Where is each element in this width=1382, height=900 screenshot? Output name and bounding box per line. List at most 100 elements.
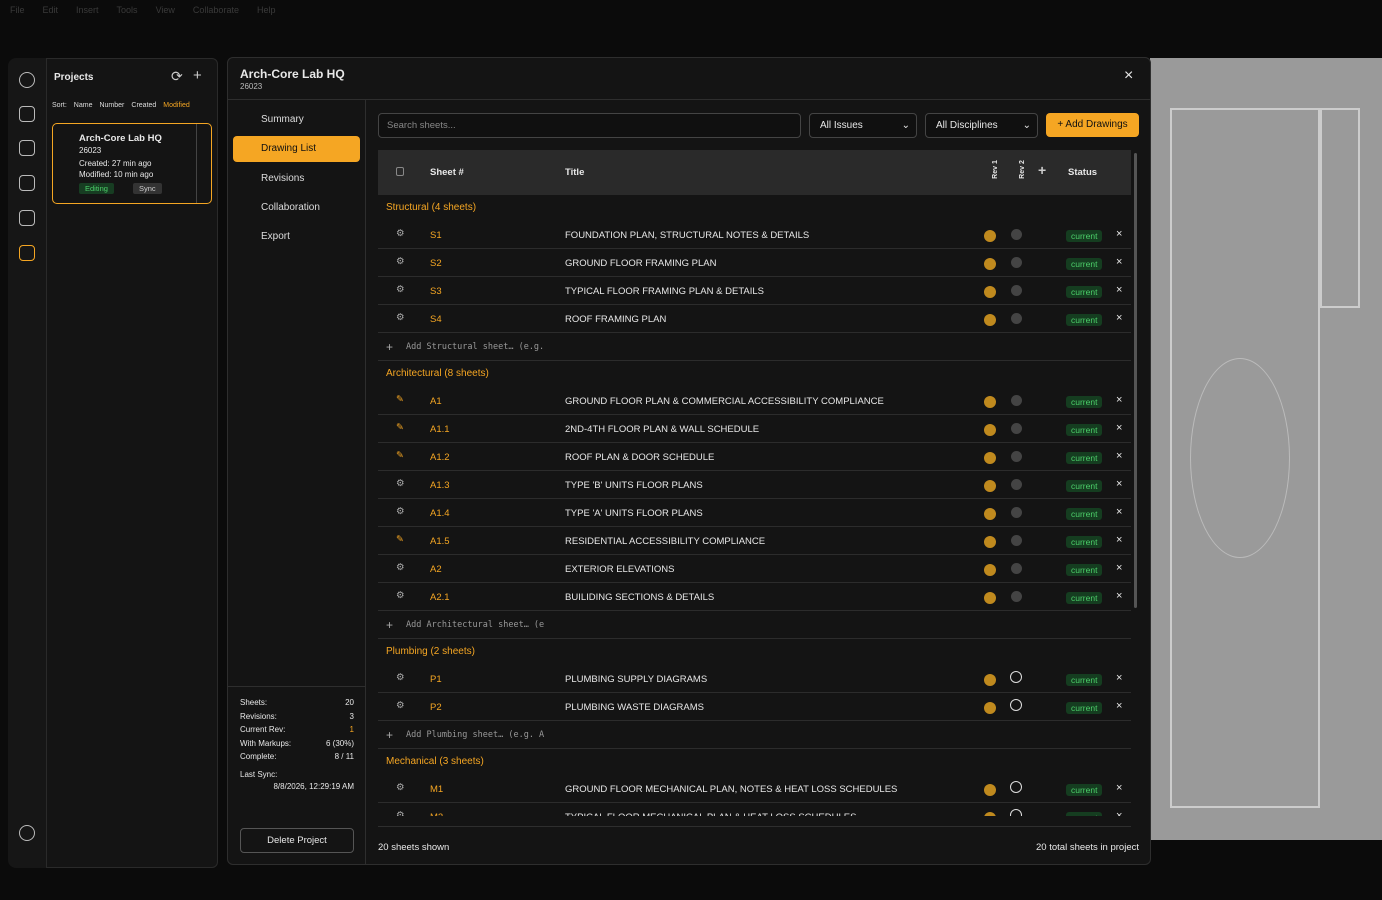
project-card[interactable]: Arch-Core Lab HQ 26023 Created: 27 min a… [52, 123, 212, 204]
sheet-row[interactable]: ⚙ M1 GROUND FLOOR MECHANICAL PLAN, NOTES &… [378, 775, 1131, 803]
row-icon[interactable]: ⚙ [396, 590, 405, 601]
sort-option[interactable]: Number [99, 102, 125, 109]
back-icon[interactable] [19, 72, 35, 88]
sheet-row[interactable]: ⚙ A2.1 BUILIDING SECTIONS & DETAILS current… [378, 583, 1131, 611]
nav-item[interactable]: Revisions [261, 172, 305, 184]
add-row[interactable]: + Add Architectural sheet… (e [378, 611, 1131, 639]
rev1[interactable] [984, 424, 996, 436]
sheet-row[interactable]: ⚙ A2 EXTERIOR ELEVATIONS current × [378, 555, 1131, 583]
rev1[interactable] [984, 592, 996, 604]
sheet-row[interactable]: ⚙ A1.3 TYPE 'B' UNITS FLOOR PLANS current × [378, 471, 1131, 499]
icon[interactable] [19, 140, 35, 156]
rev1[interactable] [984, 258, 996, 270]
rev2[interactable] [1010, 699, 1022, 711]
remove[interactable]: × [1116, 312, 1123, 324]
sheet-row[interactable]: ⚙ P2 PLUMBING WASTE DIAGRAMS current × [378, 693, 1131, 721]
menu-item[interactable]: Tools [116, 5, 138, 15]
menu-item[interactable]: Collaborate [192, 5, 239, 15]
menu-item[interactable]: Insert [76, 5, 99, 15]
filter[interactable]: All Disciplines ⌄ [925, 113, 1038, 138]
sheet-row[interactable]: ✎ A1 GROUND FLOOR PLAN & COMMERCIAL ACCESS… [378, 387, 1131, 415]
rev1[interactable] [984, 480, 996, 492]
icon[interactable] [19, 245, 35, 261]
rev2[interactable] [1010, 781, 1022, 793]
add[interactable]: + [193, 67, 202, 84]
sheet-row[interactable]: ⚙ S2 GROUND FLOOR FRAMING PLAN current × [378, 249, 1131, 277]
icon[interactable] [19, 106, 35, 122]
rev2[interactable] [1010, 809, 1022, 816]
filter[interactable]: All Issues ⌄ [809, 113, 917, 138]
rev2[interactable] [1011, 535, 1022, 546]
sheet-row[interactable]: ⚙ S4 ROOF FRAMING PLAN current × [378, 305, 1131, 333]
sheet-row[interactable]: ✎ A1.5 RESIDENTIAL ACCESSIBILITY COMPLIANC… [378, 527, 1131, 555]
sheet-row[interactable]: ✎ A1.2 ROOF PLAN & DOOR SCHEDULE current × [378, 443, 1131, 471]
rev1[interactable] [984, 508, 996, 520]
menu-item[interactable]: Edit [42, 5, 59, 15]
rev2[interactable] [1011, 285, 1022, 296]
icon[interactable] [19, 175, 35, 191]
user-icon[interactable] [19, 825, 35, 841]
rev2[interactable] [1011, 229, 1022, 240]
rev1[interactable] [984, 314, 996, 326]
select-all[interactable] [396, 167, 404, 176]
rev2[interactable] [1011, 507, 1022, 518]
remove[interactable]: × [1116, 256, 1123, 268]
row-icon[interactable]: ⚙ [396, 562, 405, 573]
row-icon[interactable]: ✎ [396, 422, 404, 433]
remove[interactable]: × [1116, 590, 1123, 602]
rev1[interactable] [984, 702, 996, 714]
sheet-row[interactable]: ⚙ S1 FOUNDATION PLAN, STRUCTURAL NOTES & D… [378, 221, 1131, 249]
remove[interactable]: × [1116, 562, 1123, 574]
remove[interactable]: × [1116, 810, 1123, 816]
icon[interactable] [19, 210, 35, 226]
remove[interactable]: × [1116, 534, 1123, 546]
menu-item[interactable]: Help [256, 5, 276, 15]
nav-item[interactable]: Drawing List [233, 136, 360, 163]
row-icon[interactable]: ⚙ [396, 478, 405, 489]
remove[interactable]: × [1116, 228, 1123, 240]
delete-button[interactable]: Delete Project [240, 828, 354, 853]
rev1[interactable] [984, 784, 996, 796]
rev2[interactable] [1011, 591, 1022, 602]
rev2[interactable] [1011, 563, 1022, 574]
search[interactable]: Search sheets... [378, 113, 801, 138]
sort-option[interactable]: Created [131, 102, 157, 109]
row-icon[interactable]: ⚙ [396, 810, 405, 816]
rev2[interactable] [1011, 313, 1022, 324]
row-icon[interactable]: ⚙ [396, 506, 405, 517]
rev1[interactable] [984, 536, 996, 548]
row-icon[interactable]: ⚙ [396, 312, 405, 323]
remove[interactable]: × [1116, 506, 1123, 518]
row-icon[interactable]: ✎ [396, 450, 404, 461]
rev2[interactable] [1011, 395, 1022, 406]
remove[interactable]: × [1116, 672, 1123, 684]
rev2[interactable] [1011, 423, 1022, 434]
row-icon[interactable]: ⚙ [396, 284, 405, 295]
sort-option[interactable]: Name [73, 102, 93, 109]
sheet-row[interactable]: ✎ A1.1 2ND-4TH FLOOR PLAN & WALL SCHEDULE c… [378, 415, 1131, 443]
row-icon[interactable]: ⚙ [396, 700, 405, 711]
remove[interactable]: × [1116, 284, 1123, 296]
rev2[interactable] [1011, 479, 1022, 490]
rev1[interactable] [984, 564, 996, 576]
nav-item[interactable]: Summary [261, 114, 304, 125]
rev1[interactable] [984, 812, 996, 816]
rev2[interactable] [1011, 257, 1022, 268]
remove[interactable]: × [1116, 394, 1123, 406]
add-row[interactable]: + Add Plumbing sheet… (e.g. A [378, 721, 1131, 749]
nav-item[interactable]: Export [261, 231, 290, 243]
add-row[interactable]: + Add Structural sheet… (e.g. [378, 333, 1131, 361]
rev2[interactable] [1011, 451, 1022, 462]
row-icon[interactable]: ⚙ [396, 672, 405, 683]
rev2[interactable] [1010, 671, 1022, 683]
row-icon[interactable]: ✎ [396, 534, 404, 545]
row-icon[interactable]: ⚙ [396, 256, 405, 267]
refresh[interactable]: ⟳ [171, 68, 183, 84]
remove[interactable]: × [1116, 422, 1123, 434]
sheet-row[interactable]: ⚙ M2 TYPICAL FLOOR MECHANICAL PLAN & HEAT … [378, 803, 1131, 816]
remove[interactable]: × [1116, 450, 1123, 462]
menu-item[interactable]: File [10, 5, 25, 15]
row-icon[interactable]: ✎ [396, 394, 404, 405]
rev1[interactable] [984, 230, 996, 242]
remove[interactable]: × [1116, 700, 1123, 712]
